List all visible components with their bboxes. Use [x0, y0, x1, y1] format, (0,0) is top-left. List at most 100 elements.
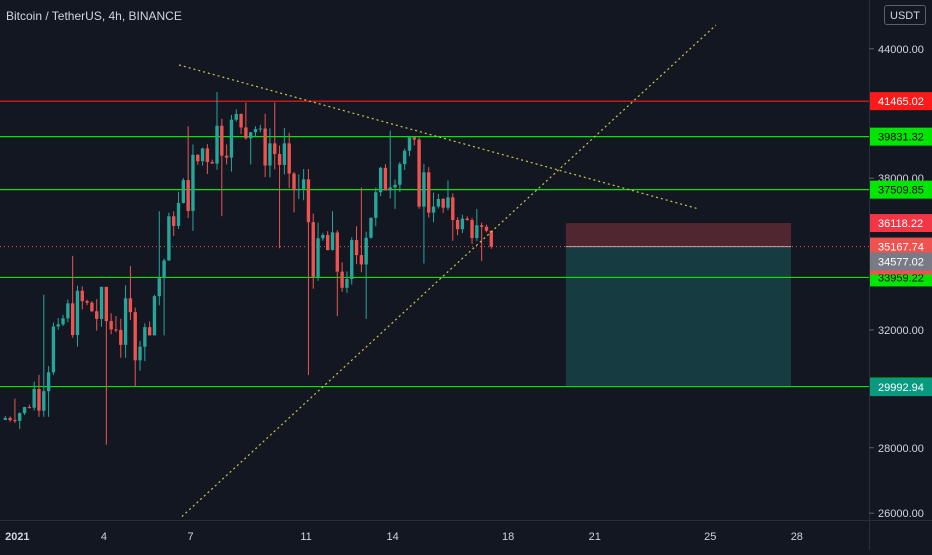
candle — [412, 137, 416, 146]
candle-body — [85, 301, 89, 303]
candle — [378, 166, 383, 197]
candle — [90, 301, 94, 313]
candle — [489, 230, 493, 249]
candle — [109, 313, 113, 335]
candle-body — [133, 312, 137, 361]
candle — [128, 266, 133, 321]
candle-body — [297, 188, 301, 191]
candle-body — [325, 234, 330, 251]
x-tick-label: 11 — [300, 531, 311, 543]
candle — [66, 299, 70, 323]
candle-body — [95, 311, 99, 319]
trendline-1 — [181, 24, 717, 518]
candle — [388, 130, 392, 199]
candle-body — [460, 218, 465, 230]
candle-body — [475, 225, 479, 239]
level-price-tag-text: 37509.85 — [878, 185, 924, 197]
x-tick-label: 14 — [387, 531, 399, 543]
entry-price-tag: 34577.02 — [870, 252, 932, 271]
candle-body — [75, 290, 80, 336]
candle — [277, 145, 282, 249]
entry-price-tag-text: 34577.02 — [878, 257, 924, 269]
candle-body — [422, 172, 426, 207]
candle-body — [330, 232, 335, 251]
candle — [451, 193, 455, 241]
candle-body — [8, 417, 12, 421]
candle-body — [56, 324, 60, 327]
last-price-tag: 35167.74 — [870, 237, 932, 256]
candle-body — [436, 198, 441, 207]
candle — [475, 208, 479, 241]
candle — [37, 374, 41, 417]
candle — [176, 191, 181, 229]
candle-body — [234, 113, 238, 120]
candle — [350, 237, 354, 285]
x-tick-label: 25 — [704, 531, 716, 543]
candle-body — [244, 127, 248, 139]
candle — [3, 415, 7, 421]
candle — [32, 381, 36, 411]
candle-body — [350, 240, 354, 279]
candle-body — [316, 238, 320, 277]
candle-body — [200, 148, 205, 162]
candle-body — [417, 139, 421, 207]
candle — [282, 128, 287, 175]
candle-body — [224, 155, 229, 158]
candle-body — [18, 413, 22, 421]
candle-body — [306, 179, 311, 223]
candle-body — [22, 407, 27, 414]
candle — [393, 179, 397, 209]
candle — [46, 366, 51, 417]
stop-price-tag: 36118.22 — [870, 214, 932, 233]
candle-body — [321, 234, 325, 239]
candle — [224, 144, 229, 165]
candle-body — [388, 187, 392, 191]
level-price-tag: 41465.02 — [870, 92, 932, 111]
candle — [114, 315, 118, 333]
candle — [172, 211, 176, 236]
candle — [8, 416, 12, 422]
level-price-tag-text: 41465.02 — [878, 96, 924, 108]
candle-body — [427, 172, 431, 213]
candle — [455, 217, 460, 236]
candle — [258, 124, 262, 133]
candle — [441, 198, 445, 213]
candle — [345, 271, 349, 293]
candle — [321, 232, 325, 241]
y-tick-label: 26000.00 — [878, 508, 924, 520]
y-tick-label: 28000.00 — [878, 443, 924, 455]
candle-body — [484, 226, 489, 231]
candle — [191, 144, 195, 231]
candle — [196, 154, 200, 165]
candle-body — [407, 137, 412, 151]
level-price-tag-text: 39831.32 — [878, 132, 924, 144]
candle-body — [123, 298, 128, 345]
candle-body — [378, 167, 383, 193]
candle — [18, 412, 22, 430]
level-price-tag-bg — [870, 127, 932, 146]
candle-body — [114, 329, 118, 331]
candle — [263, 113, 267, 178]
candle-body — [147, 327, 152, 336]
candle — [70, 255, 75, 338]
candle — [147, 321, 152, 336]
candle-body — [258, 128, 262, 130]
candle-body — [61, 318, 65, 325]
candle-body — [451, 197, 455, 221]
candle — [143, 323, 147, 362]
candle-body — [282, 143, 287, 165]
candle-body — [345, 278, 349, 288]
candle — [253, 126, 258, 137]
x-tick-label: 7 — [187, 531, 193, 543]
x-tick-label: 18 — [502, 531, 514, 543]
candle-body — [37, 389, 41, 411]
candle-body — [354, 240, 359, 256]
candle-body — [157, 278, 161, 297]
level-price-tag-bg — [870, 180, 932, 199]
candle — [205, 144, 210, 175]
symbol-title[interactable]: Bitcoin / TetherUS, 4h, BINANCE — [6, 9, 182, 23]
currency-button[interactable]: USDT — [884, 5, 926, 25]
candle-body — [268, 143, 272, 166]
